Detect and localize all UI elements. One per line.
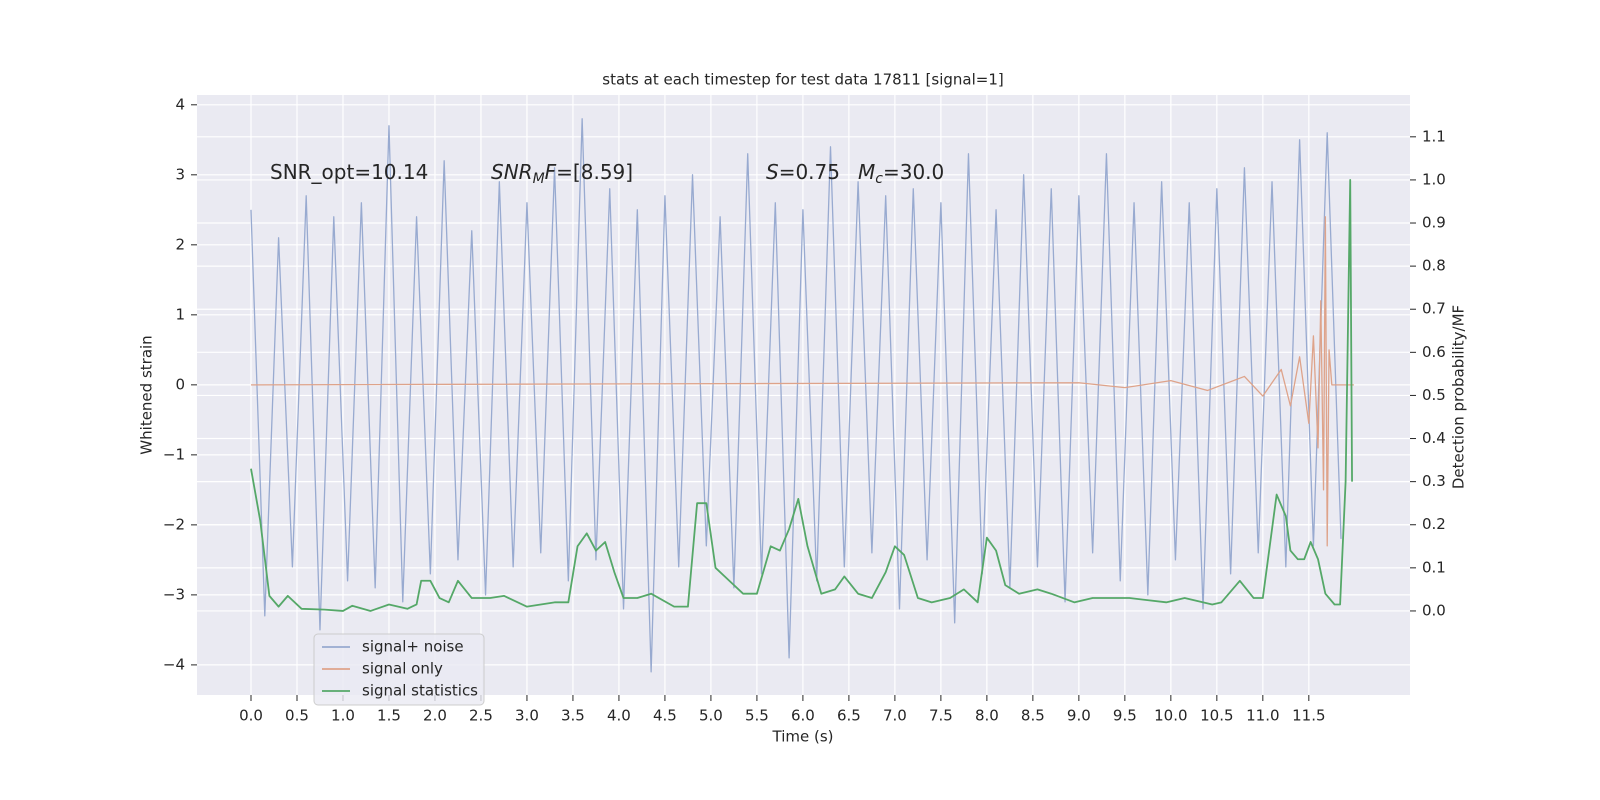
annotation-part: SNR_opt=10.14: [270, 160, 428, 184]
y2-tick-label: 1.1: [1422, 127, 1446, 145]
x-tick-label: 9.5: [1113, 707, 1137, 725]
y-tick-label: −3: [163, 585, 185, 603]
y-tick-label: 2: [175, 235, 185, 253]
annotation-part: S: [766, 160, 779, 184]
y2-tick-label: 0.4: [1422, 429, 1446, 447]
annotation-part: M: [858, 160, 875, 184]
y-tick-label: −2: [163, 515, 185, 533]
y-tick-label: 3: [175, 165, 185, 183]
x-axis-label: Time (s): [772, 728, 834, 746]
x-tick-label: 3.0: [515, 707, 539, 725]
legend-label: signal statistics: [362, 682, 478, 700]
legend-label: signal+ noise: [362, 638, 464, 656]
y-tick-label: 0: [175, 375, 185, 393]
legend-label: signal only: [362, 660, 443, 678]
y-tick-label: 1: [175, 305, 185, 323]
series-line: [250, 118, 1342, 673]
x-tick-label: 0.0: [239, 707, 263, 725]
annotation: S=0.75: [766, 160, 840, 184]
x-tick-label: 5.0: [699, 707, 723, 725]
y2-tick-label: 0.7: [1422, 300, 1446, 318]
x-tick-label: 6.0: [791, 707, 815, 725]
x-tick-label: 1.5: [377, 707, 401, 725]
x-tick-label: 0.5: [285, 707, 309, 725]
annotation: SNRMF=[8.59]: [491, 160, 633, 188]
x-tick-label: 2.5: [469, 707, 493, 725]
x-tick-label: 7.5: [929, 707, 953, 725]
x-tick-label: 9.0: [1067, 707, 1091, 725]
series-line: [250, 179, 1353, 612]
annotation-part: =0.75: [779, 160, 840, 184]
x-tick-label: 8.5: [1021, 707, 1045, 725]
annotation: SNR_opt=10.14: [270, 160, 428, 184]
x-tick-label: 8.0: [975, 707, 999, 725]
y2-tick-label: 0.9: [1422, 214, 1446, 232]
annotation-part: =[8.59]: [556, 160, 633, 184]
legend-box: [313, 633, 485, 706]
x-tick-label: 10.0: [1154, 707, 1187, 725]
annotation-part: SNR: [491, 160, 533, 184]
y-tick-label: −4: [163, 655, 185, 673]
x-tick-label: 4.5: [653, 707, 677, 725]
x-tick-label: 11.0: [1246, 707, 1279, 725]
y2-tick-label: 0.5: [1422, 386, 1446, 404]
annotation-part: =30.0: [883, 160, 944, 184]
y2-tick-label: 0.2: [1422, 515, 1446, 533]
y2-tick-label: 1.0: [1422, 170, 1446, 188]
annotation-part: M: [533, 171, 545, 187]
x-tick-label: 5.5: [745, 707, 769, 725]
x-tick-label: 6.5: [837, 707, 861, 725]
y2-tick-label: 0.8: [1422, 257, 1446, 275]
x-tick-label: 7.0: [883, 707, 907, 725]
y2-tick-label: 0.0: [1422, 601, 1446, 619]
annotation: Mc=30.0: [858, 160, 944, 188]
x-tick-label: 2.0: [423, 707, 447, 725]
annotation-part: c: [875, 171, 883, 187]
y-tick-label: −1: [163, 445, 185, 463]
x-tick-label: 11.5: [1292, 707, 1325, 725]
y2-tick-label: 0.1: [1422, 558, 1446, 576]
y-tick-label: 4: [175, 95, 185, 113]
x-tick-label: 10.5: [1200, 707, 1233, 725]
y2-tick-label: 0.3: [1422, 472, 1446, 490]
y-axis-label: Whitened strain: [138, 335, 156, 454]
y2-axis-label: Detection probability/MF: [1450, 305, 1468, 489]
annotation-part: F: [545, 160, 557, 184]
chart-title: stats at each timestep for test data 178…: [602, 71, 1003, 89]
x-tick-label: 3.5: [561, 707, 585, 725]
series-line: [250, 216, 1354, 547]
x-tick-label: 4.0: [607, 707, 631, 725]
y2-tick-label: 0.6: [1422, 343, 1446, 361]
x-tick-label: 1.0: [331, 707, 355, 725]
